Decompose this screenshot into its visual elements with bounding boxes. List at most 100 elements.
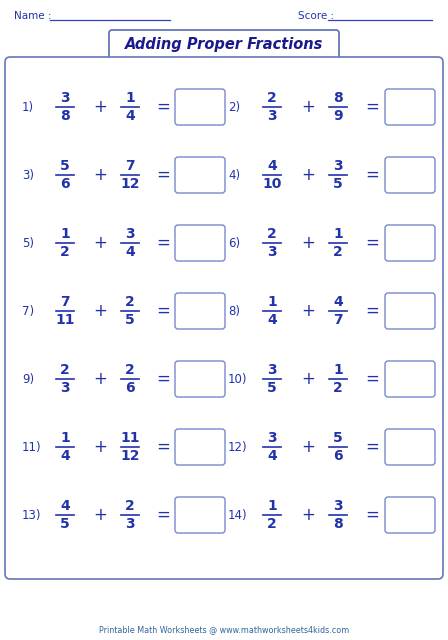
Text: Adding Proper Fractions: Adding Proper Fractions	[125, 38, 323, 52]
Text: 6: 6	[60, 177, 70, 191]
Text: 5: 5	[267, 381, 277, 395]
Text: 1: 1	[60, 227, 70, 241]
Text: =: =	[156, 302, 170, 320]
Text: 11: 11	[120, 431, 140, 445]
Text: 7: 7	[333, 313, 343, 327]
Text: 2: 2	[267, 91, 277, 105]
Text: +: +	[301, 166, 315, 184]
Text: 3): 3)	[22, 168, 34, 182]
Text: +: +	[301, 302, 315, 320]
Text: 4: 4	[60, 449, 70, 463]
Text: 1): 1)	[22, 100, 34, 113]
Text: =: =	[156, 506, 170, 524]
Text: +: +	[93, 438, 107, 456]
Text: 8: 8	[333, 517, 343, 531]
FancyBboxPatch shape	[175, 225, 225, 261]
Text: 2: 2	[125, 499, 135, 513]
Text: +: +	[93, 98, 107, 116]
Text: 11: 11	[55, 313, 75, 327]
FancyBboxPatch shape	[5, 57, 443, 579]
FancyBboxPatch shape	[385, 429, 435, 465]
Text: 8): 8)	[228, 305, 240, 317]
Text: =: =	[156, 370, 170, 388]
Text: =: =	[365, 98, 379, 116]
Text: +: +	[301, 370, 315, 388]
FancyBboxPatch shape	[175, 497, 225, 533]
Text: 1: 1	[333, 227, 343, 241]
Text: 4: 4	[125, 245, 135, 259]
Text: +: +	[93, 370, 107, 388]
FancyBboxPatch shape	[175, 361, 225, 397]
Text: =: =	[365, 506, 379, 524]
Text: 3: 3	[267, 109, 277, 123]
Text: 2: 2	[60, 245, 70, 259]
Text: 2: 2	[125, 295, 135, 309]
Text: 8: 8	[333, 91, 343, 105]
Text: 13): 13)	[22, 509, 42, 522]
FancyBboxPatch shape	[385, 293, 435, 329]
Text: 12: 12	[120, 177, 140, 191]
Text: =: =	[365, 302, 379, 320]
Text: 7): 7)	[22, 305, 34, 317]
Text: 3: 3	[267, 245, 277, 259]
Text: =: =	[365, 370, 379, 388]
Text: 3: 3	[333, 159, 343, 173]
Text: 1: 1	[333, 363, 343, 377]
Text: 3: 3	[267, 431, 277, 445]
Text: 2): 2)	[228, 100, 240, 113]
Text: 2: 2	[333, 381, 343, 395]
Text: =: =	[365, 438, 379, 456]
Text: 3: 3	[267, 363, 277, 377]
Text: 2: 2	[267, 517, 277, 531]
Text: 7: 7	[60, 295, 70, 309]
Text: 5: 5	[60, 517, 70, 531]
Text: =: =	[156, 98, 170, 116]
FancyBboxPatch shape	[385, 497, 435, 533]
Text: 9: 9	[333, 109, 343, 123]
Text: 5): 5)	[22, 237, 34, 250]
Text: 6: 6	[125, 381, 135, 395]
Text: 2: 2	[267, 227, 277, 241]
Text: =: =	[156, 166, 170, 184]
Text: 12: 12	[120, 449, 140, 463]
FancyBboxPatch shape	[175, 89, 225, 125]
Text: 2: 2	[125, 363, 135, 377]
Text: 5: 5	[125, 313, 135, 327]
Text: +: +	[301, 98, 315, 116]
Text: 10): 10)	[228, 372, 247, 385]
Text: 3: 3	[60, 91, 70, 105]
Text: 4: 4	[267, 159, 277, 173]
Text: 9): 9)	[22, 372, 34, 385]
FancyBboxPatch shape	[175, 293, 225, 329]
FancyBboxPatch shape	[175, 429, 225, 465]
Text: 2: 2	[60, 363, 70, 377]
Text: 7: 7	[125, 159, 135, 173]
Text: 1: 1	[267, 295, 277, 309]
Text: 1: 1	[125, 91, 135, 105]
Text: Name :: Name :	[14, 11, 52, 21]
Text: +: +	[301, 506, 315, 524]
FancyBboxPatch shape	[175, 157, 225, 193]
Text: +: +	[301, 234, 315, 252]
Text: 4): 4)	[228, 168, 240, 182]
FancyBboxPatch shape	[385, 89, 435, 125]
Text: +: +	[93, 302, 107, 320]
Text: +: +	[93, 166, 107, 184]
FancyBboxPatch shape	[385, 225, 435, 261]
Text: +: +	[301, 438, 315, 456]
Text: 5: 5	[333, 177, 343, 191]
Text: 5: 5	[333, 431, 343, 445]
Text: Score :: Score :	[298, 11, 334, 21]
FancyBboxPatch shape	[385, 157, 435, 193]
Text: =: =	[156, 234, 170, 252]
Text: 14): 14)	[228, 509, 248, 522]
Text: =: =	[365, 166, 379, 184]
Text: 3: 3	[60, 381, 70, 395]
Text: =: =	[365, 234, 379, 252]
Text: 4: 4	[333, 295, 343, 309]
Text: 12): 12)	[228, 440, 248, 454]
Text: Printable Math Worksheets @ www.mathworksheets4kids.com: Printable Math Worksheets @ www.mathwork…	[99, 625, 349, 634]
Text: 3: 3	[125, 227, 135, 241]
Text: 4: 4	[267, 313, 277, 327]
Text: 5: 5	[60, 159, 70, 173]
